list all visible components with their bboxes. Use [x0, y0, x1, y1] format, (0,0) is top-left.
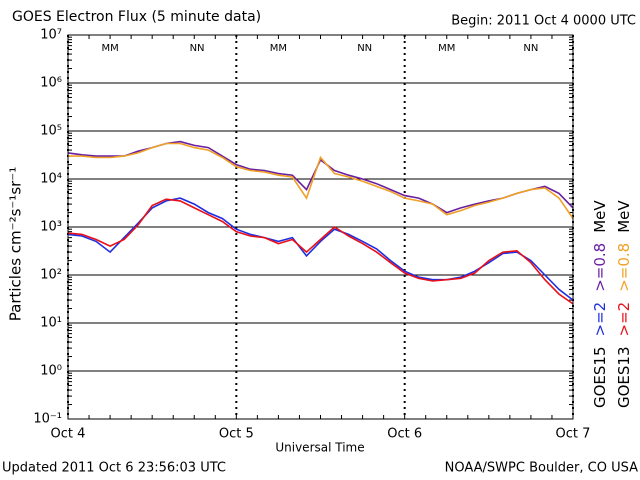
- y-tick-label: 10¹: [40, 316, 62, 331]
- x-tick-label: Oct 6: [387, 427, 422, 442]
- y-tick-label: 10²: [40, 268, 62, 283]
- legend-label: >=0.8: [591, 243, 609, 292]
- legend-label: >=0.8: [615, 243, 633, 292]
- plot-frame: [67, 34, 574, 420]
- annotation: NN: [523, 43, 538, 54]
- y-tick-label: 10⁴: [40, 172, 62, 187]
- annotation: MM: [438, 43, 455, 54]
- y-tick-label: 10⁵: [40, 124, 62, 139]
- x-tick-label: Oct 4: [51, 427, 86, 442]
- chart-subtitle: Begin: 2011 Oct 4 0000 UTC: [451, 14, 636, 29]
- legend-group: GOES13: [615, 346, 633, 408]
- footer-left: Updated 2011 Oct 6 23:56:03 UTC: [2, 461, 226, 476]
- x-tick-label: Oct 7: [556, 427, 591, 442]
- y-tick-label: 10⁰: [40, 364, 62, 379]
- annotation: NN: [357, 43, 372, 54]
- legend-unit: MeV: [591, 200, 609, 233]
- legend-entry: GOES13 >=2 >=0.8 MeV: [615, 200, 633, 408]
- y-tick-label: 10⁶: [40, 76, 62, 91]
- footer-right: NOAA/SWPC Boulder, CO USA: [445, 461, 638, 476]
- y-axis-label: Particles cm⁻²s⁻¹sr⁻¹: [7, 167, 25, 321]
- legend-label: >=2: [615, 302, 633, 337]
- y-tick-label: 10⁷: [40, 28, 62, 43]
- y-tick-label: 10³: [40, 220, 62, 235]
- y-tick-label: 10⁻¹: [33, 412, 62, 427]
- annotation: MM: [101, 43, 118, 54]
- x-tick-label: Oct 5: [219, 427, 254, 442]
- legend-group: GOES15: [591, 346, 609, 408]
- series-line: [67, 198, 574, 305]
- legend-label: >=2: [591, 302, 609, 337]
- legend-entry: GOES15 >=2 >=0.8 MeV: [591, 200, 609, 408]
- legend-unit: MeV: [615, 200, 633, 233]
- x-axis-label: Universal Time: [275, 441, 364, 455]
- series-line: [68, 142, 574, 219]
- series-line: [67, 197, 574, 301]
- chart-title: GOES Electron Flux (5 minute data): [12, 9, 261, 25]
- annotation: NN: [190, 43, 205, 54]
- annotation: MM: [270, 43, 287, 54]
